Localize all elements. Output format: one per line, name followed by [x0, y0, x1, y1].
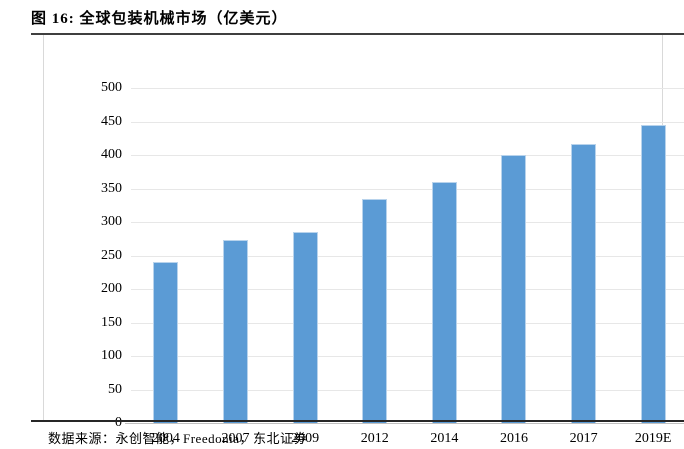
gridline — [131, 121, 684, 123]
bar-2014 — [431, 181, 457, 423]
x-axis-tick-label: 2019E — [634, 431, 672, 446]
x-axis-line — [125, 423, 684, 424]
plot-area: 2004 2007 2009 2012 2014 2016 2017 2019E — [125, 88, 684, 446]
title-rule — [31, 33, 684, 35]
gridline — [131, 88, 684, 89]
bar-2012 — [362, 198, 388, 423]
y-axis-tick-label: 450 — [101, 113, 122, 129]
bar-2016 — [501, 155, 527, 423]
y-axis-tick-label: 400 — [101, 147, 122, 162]
y-axis-tick-label: 250 — [101, 247, 122, 263]
figure-title: 图 16: 全球包装机械市场（亿美元） — [31, 11, 288, 27]
x-axis-tick-label: 2007 — [221, 431, 250, 446]
y-axis-tick-label: 300 — [101, 214, 122, 229]
bar-2007 — [222, 240, 248, 423]
bar-2019E — [640, 124, 666, 423]
y-axis: 0 50 100 150 200 250 300 350 400 450 500 — [74, 80, 122, 430]
bar-2017 — [571, 143, 597, 423]
x-axis-tick-label: 2014 — [430, 431, 459, 446]
gridline — [131, 389, 684, 391]
y-axis-tick-label: 0 — [115, 415, 122, 430]
y-axis-tick-label: 350 — [101, 180, 122, 196]
y-axis-tick-label: 50 — [108, 381, 122, 397]
y-axis-tick-label: 200 — [101, 281, 122, 296]
gridline — [131, 356, 684, 357]
chart-panel: 0 50 100 150 200 250 300 350 400 450 500 2004 2007 2… — [43, 35, 684, 446]
gridline — [131, 322, 684, 324]
gridline — [131, 188, 684, 190]
gridline — [131, 289, 684, 290]
gridline — [131, 155, 684, 156]
gridline — [131, 222, 684, 223]
bar-2004 — [153, 262, 179, 423]
x-axis-tick-label: 2009 — [291, 431, 320, 446]
footer-rule — [31, 420, 684, 422]
y-axis-tick-label: 500 — [101, 80, 122, 95]
x-axis-tick-label: 2017 — [569, 431, 598, 446]
gridline — [131, 255, 684, 257]
bar-2009 — [292, 232, 318, 423]
y-axis-tick-label: 100 — [101, 348, 122, 363]
y-axis-tick-label: 150 — [101, 314, 122, 330]
x-axis-tick-label: 2004 — [151, 431, 180, 446]
source-note: 数据来源：永创智能，Freedonia，东北证券 — [48, 431, 307, 446]
x-axis-tick-label: 2012 — [360, 431, 389, 446]
x-axis-tick-label: 2016 — [499, 431, 528, 446]
